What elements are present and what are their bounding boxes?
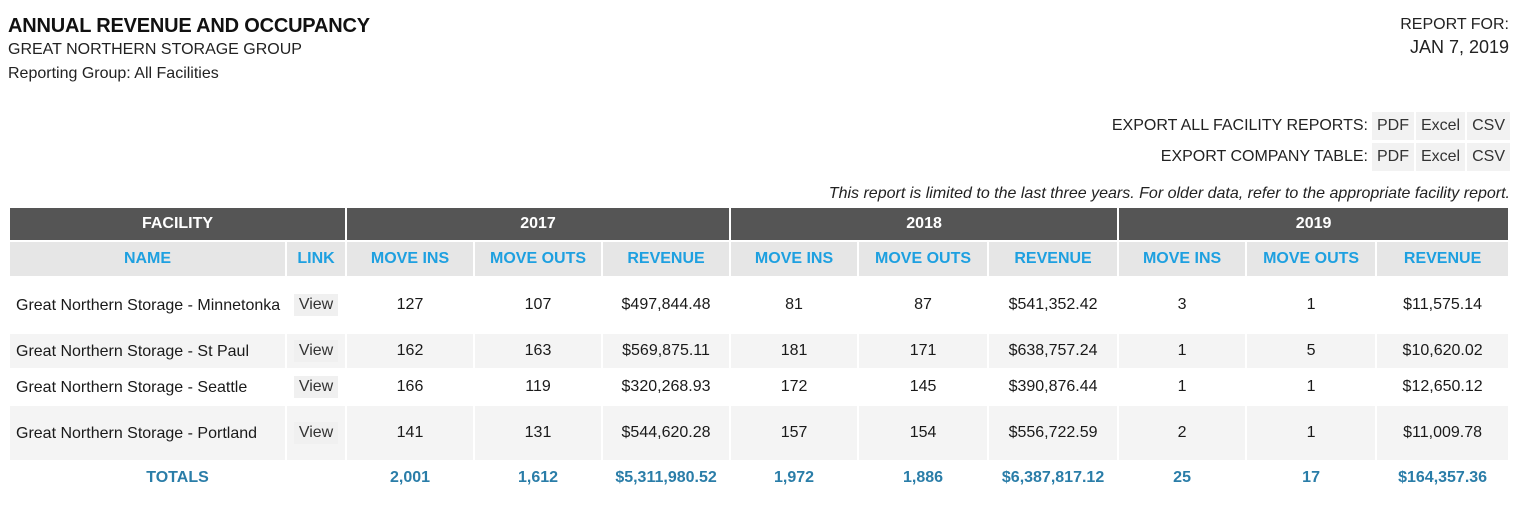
cell-2019-move-ins: 1 bbox=[1117, 368, 1248, 406]
cell-2017-move-ins: 127 bbox=[345, 276, 476, 334]
cell-2018-move-ins: 181 bbox=[729, 332, 860, 370]
group-header-row: FACILITY 2017 2018 2019 bbox=[7, 206, 1511, 242]
view-link[interactable]: View bbox=[293, 422, 339, 444]
facility-name: Great Northern Storage - Minnetonka bbox=[8, 276, 287, 334]
total-2018-revenue: $6,387,817.12 bbox=[987, 460, 1120, 496]
cell-2018-move-ins: 157 bbox=[729, 404, 860, 462]
cell-2018-move-ins: 81 bbox=[729, 276, 860, 334]
export-company-excel-button[interactable]: Excel bbox=[1415, 143, 1466, 171]
company-name: GREAT NORTHERN STORAGE GROUP bbox=[8, 41, 302, 58]
col-2017-move-outs[interactable]: MOVE OUTS bbox=[473, 240, 604, 278]
export-company-csv-button[interactable]: CSV bbox=[1467, 143, 1510, 171]
cell-2017-move-ins: 141 bbox=[345, 404, 476, 462]
table-row: Great Northern Storage - Seattle View 16… bbox=[8, 368, 1511, 406]
report-header: ANNUAL REVENUE AND OCCUPANCY GREAT NORTH… bbox=[8, 14, 370, 86]
facility-name: Great Northern Storage - Seattle bbox=[8, 368, 287, 406]
cell-2018-move-outs: 171 bbox=[857, 332, 990, 370]
cell-2017-move-outs: 131 bbox=[473, 404, 604, 462]
group-2018: 2018 bbox=[729, 206, 1120, 242]
total-2018-move-ins: 1,972 bbox=[729, 460, 860, 496]
cell-2019-move-outs: 1 bbox=[1245, 404, 1378, 462]
reporting-group: Reporting Group: All Facilities bbox=[8, 65, 219, 82]
page-title: ANNUAL REVENUE AND OCCUPANCY bbox=[8, 15, 370, 37]
table-row: Great Northern Storage - St Paul View 16… bbox=[8, 332, 1511, 370]
cell-2019-move-outs: 5 bbox=[1245, 332, 1378, 370]
cell-2019-revenue: $11,575.14 bbox=[1375, 276, 1511, 334]
col-link: LINK bbox=[284, 240, 348, 278]
total-2017-revenue: $5,311,980.52 bbox=[601, 460, 732, 496]
revenue-occupancy-table: FACILITY 2017 2018 2019 NAME LINK MOVE I… bbox=[7, 206, 1511, 496]
total-2018-move-outs: 1,886 bbox=[857, 460, 990, 496]
col-2019-revenue[interactable]: REVENUE bbox=[1375, 240, 1511, 278]
cell-2017-revenue: $544,620.28 bbox=[601, 404, 732, 462]
cell-2017-move-ins: 162 bbox=[345, 332, 476, 370]
cell-2017-move-outs: 119 bbox=[473, 368, 604, 406]
group-2017: 2017 bbox=[345, 206, 732, 242]
cell-2019-move-ins: 2 bbox=[1117, 404, 1248, 462]
cell-2018-move-ins: 172 bbox=[729, 368, 860, 406]
export-company-table: EXPORT COMPANY TABLE: PDF Excel CSV bbox=[1161, 143, 1510, 171]
table-row: Great Northern Storage - Portland View 1… bbox=[8, 404, 1511, 462]
cell-2018-revenue: $541,352.42 bbox=[987, 276, 1120, 334]
cell-2019-revenue: $12,650.12 bbox=[1375, 368, 1511, 406]
cell-2018-move-outs: 87 bbox=[857, 276, 990, 334]
col-name[interactable]: NAME bbox=[8, 240, 287, 278]
view-link[interactable]: View bbox=[293, 340, 339, 362]
cell-2019-move-outs: 1 bbox=[1245, 368, 1378, 406]
facility-name: Great Northern Storage - St Paul bbox=[8, 332, 287, 370]
total-2017-move-ins: 2,001 bbox=[345, 460, 476, 496]
cell-2019-move-ins: 1 bbox=[1117, 332, 1248, 370]
group-facility: FACILITY bbox=[7, 206, 348, 242]
view-link[interactable]: View bbox=[293, 376, 339, 398]
col-2019-move-outs[interactable]: MOVE OUTS bbox=[1245, 240, 1378, 278]
total-2017-move-outs: 1,612 bbox=[473, 460, 604, 496]
report-for: REPORT FOR: JAN 7, 2019 bbox=[1400, 14, 1509, 58]
cell-2019-revenue: $10,620.02 bbox=[1375, 332, 1511, 370]
facility-name: Great Northern Storage - Portland bbox=[8, 404, 287, 462]
export-company-label: EXPORT COMPANY TABLE: bbox=[1160, 148, 1368, 165]
col-2018-move-outs[interactable]: MOVE OUTS bbox=[857, 240, 990, 278]
cell-2019-move-outs: 1 bbox=[1245, 276, 1378, 334]
total-2019-move-outs: 17 bbox=[1245, 460, 1378, 496]
totals-label: TOTALS bbox=[7, 460, 348, 496]
col-2017-revenue[interactable]: REVENUE bbox=[601, 240, 732, 278]
cell-2018-revenue: $390,876.44 bbox=[987, 368, 1120, 406]
export-all-pdf-button[interactable]: PDF bbox=[1371, 112, 1414, 140]
cell-2019-revenue: $11,009.78 bbox=[1375, 404, 1511, 462]
report-for-label: REPORT FOR: bbox=[1400, 16, 1509, 33]
cell-2019-move-ins: 3 bbox=[1117, 276, 1248, 334]
col-2018-revenue[interactable]: REVENUE bbox=[987, 240, 1120, 278]
export-all-label: EXPORT ALL FACILITY REPORTS: bbox=[1111, 117, 1368, 134]
view-link[interactable]: View bbox=[293, 294, 339, 316]
export-company-pdf-button[interactable]: PDF bbox=[1371, 143, 1414, 171]
col-2017-move-ins[interactable]: MOVE INS bbox=[345, 240, 476, 278]
cell-2017-revenue: $569,875.11 bbox=[601, 332, 732, 370]
totals-row: TOTALS 2,001 1,612 $5,311,980.52 1,972 1… bbox=[7, 460, 1511, 496]
report-date: JAN 7, 2019 bbox=[1409, 37, 1509, 57]
report-limit-note: This report is limited to the last three… bbox=[828, 185, 1510, 202]
cell-2017-move-outs: 107 bbox=[473, 276, 604, 334]
export-all-excel-button[interactable]: Excel bbox=[1415, 112, 1466, 140]
export-all-csv-button[interactable]: CSV bbox=[1467, 112, 1510, 140]
column-header-row: NAME LINK MOVE INS MOVE OUTS REVENUE MOV… bbox=[8, 240, 1511, 278]
col-2019-move-ins[interactable]: MOVE INS bbox=[1117, 240, 1248, 278]
cell-2018-revenue: $638,757.24 bbox=[987, 332, 1120, 370]
cell-2018-revenue: $556,722.59 bbox=[987, 404, 1120, 462]
total-2019-revenue: $164,357.36 bbox=[1375, 460, 1511, 496]
table-row: Great Northern Storage - Minnetonka View… bbox=[8, 276, 1511, 334]
cell-2018-move-outs: 154 bbox=[857, 404, 990, 462]
cell-2017-revenue: $320,268.93 bbox=[601, 368, 732, 406]
cell-2018-move-outs: 145 bbox=[857, 368, 990, 406]
cell-2017-revenue: $497,844.48 bbox=[601, 276, 732, 334]
export-all-facility-reports: EXPORT ALL FACILITY REPORTS: PDF Excel C… bbox=[1112, 112, 1510, 140]
cell-2017-move-outs: 163 bbox=[473, 332, 604, 370]
col-2018-move-ins[interactable]: MOVE INS bbox=[729, 240, 860, 278]
cell-2017-move-ins: 166 bbox=[345, 368, 476, 406]
group-2019: 2019 bbox=[1117, 206, 1511, 242]
total-2019-move-ins: 25 bbox=[1117, 460, 1248, 496]
